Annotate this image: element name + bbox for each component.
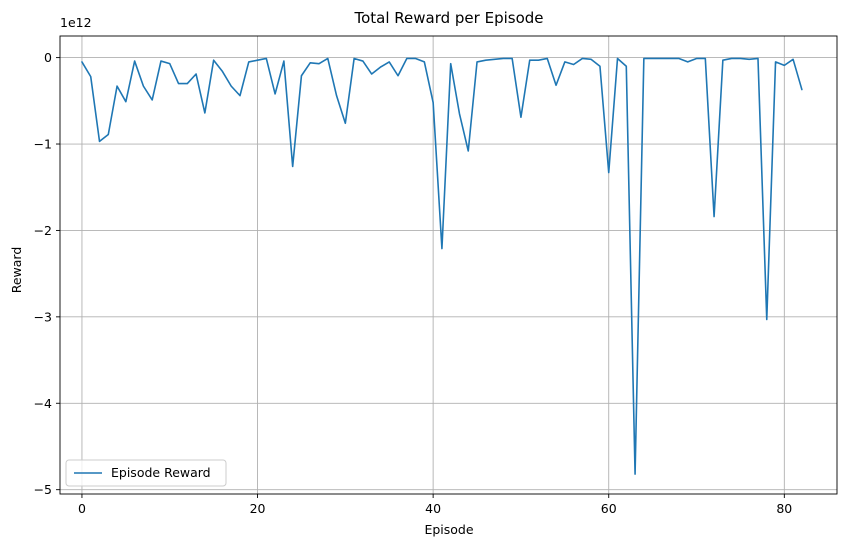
- x-axis-label: Episode: [424, 522, 473, 537]
- y-tick-label: −4: [34, 396, 52, 411]
- series-layer: [81, 57, 803, 475]
- chart-title: Total Reward per Episode: [353, 9, 543, 27]
- legend-label: Episode Reward: [111, 465, 211, 480]
- y-tick-label: 0: [44, 50, 52, 65]
- legend-box: [65, 459, 227, 487]
- y-scale-multiplier: 1e12: [60, 15, 92, 30]
- y-tick-label: −1: [34, 137, 52, 152]
- x-tick-label: 0: [78, 501, 86, 516]
- series-line-0: [81, 57, 803, 475]
- plot-frame: [59, 35, 838, 495]
- x-tick-label: 80: [776, 501, 792, 516]
- y-tick-label: −2: [34, 223, 52, 238]
- legend: Episode Reward: [65, 459, 227, 487]
- x-tick-label: 20: [250, 501, 266, 516]
- ticks: 0 20 40 60 80 0 −1 −2 −3 −4 −5: [34, 50, 793, 516]
- y-tick-label: −3: [34, 309, 52, 324]
- y-tick-label: −5: [34, 482, 52, 497]
- x-tick-label: 60: [601, 501, 617, 516]
- y-axis-label: Reward: [9, 247, 24, 294]
- x-tick-label: 40: [425, 501, 441, 516]
